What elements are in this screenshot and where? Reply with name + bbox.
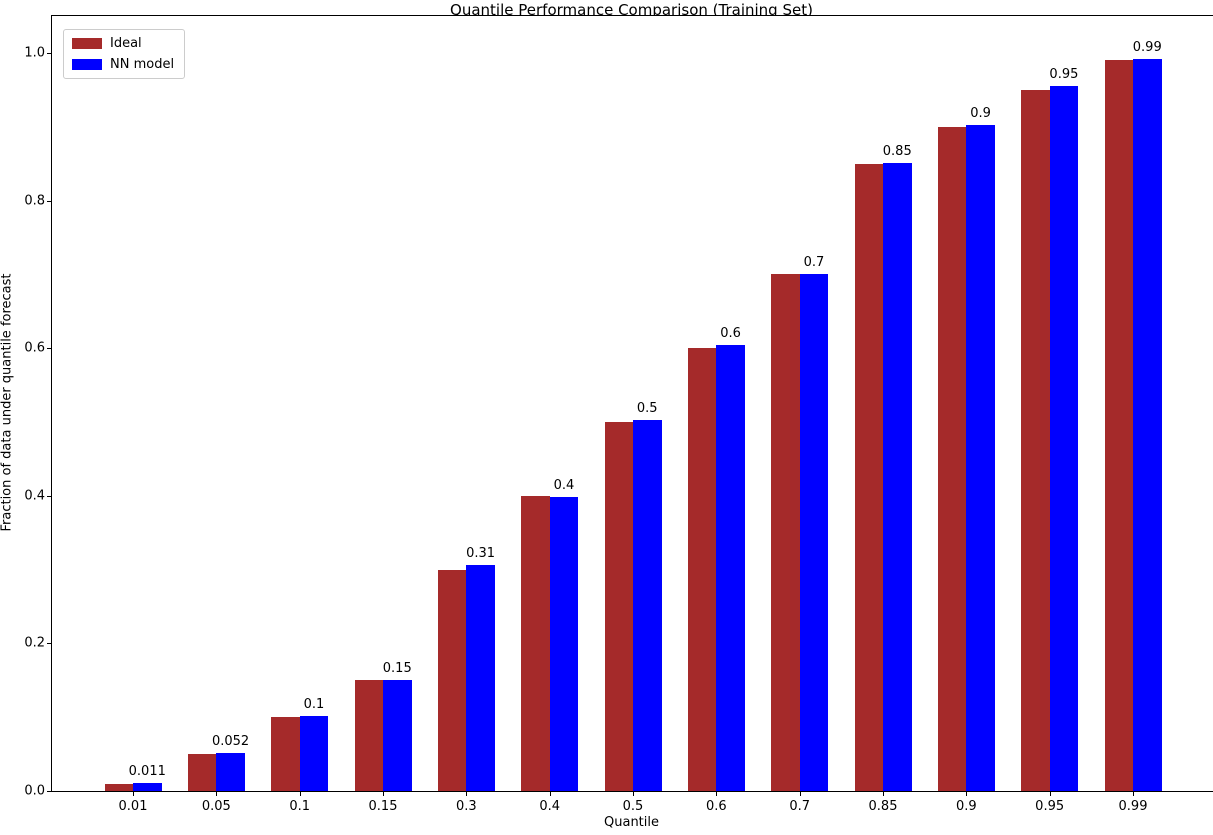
bar-value-label: 0.011	[128, 763, 166, 779]
y-tick-mark	[47, 52, 51, 54]
legend-item-nn-model: NN model	[72, 57, 174, 72]
y-tick-label: 0.0	[24, 783, 45, 799]
bar-value-label: 0.5	[636, 400, 658, 416]
bar-value-label: 0.6	[720, 326, 741, 342]
y-tick-label: 0.2	[24, 635, 45, 651]
y-tick-mark	[47, 495, 51, 497]
x-tick-label: 0.1	[289, 799, 310, 814]
x-tick-mark	[133, 792, 134, 796]
x-tick-label: 0.15	[368, 799, 398, 814]
legend-item-ideal: Ideal	[72, 36, 174, 51]
x-tick-mark	[633, 792, 634, 796]
x-tick-label: 0.4	[539, 799, 560, 814]
bar-ideal	[687, 348, 717, 791]
x-tick-label: 0.05	[201, 799, 231, 814]
y-tick-label: 0.4	[24, 488, 45, 504]
x-axis-label: Quantile	[604, 815, 659, 830]
x-tick-label: 0.9	[955, 799, 977, 814]
bar-value-label: 0.95	[1049, 67, 1079, 83]
bar-nn-model	[883, 162, 912, 791]
bar-nn-model	[966, 124, 995, 791]
legend-swatch-nn-model	[72, 59, 102, 70]
bar-nn-model	[383, 679, 412, 791]
x-tick-mark	[549, 792, 551, 796]
x-tick-mark	[966, 792, 968, 796]
y-tick-label: 1.0	[24, 45, 45, 61]
y-tick-mark	[47, 791, 51, 792]
x-tick-label: 0.01	[118, 799, 148, 814]
x-tick-mark	[466, 792, 468, 796]
bar-nn-model	[216, 752, 245, 791]
x-tick-mark	[883, 792, 884, 796]
x-tick-mark	[799, 792, 801, 796]
x-tick-mark	[299, 792, 301, 796]
bar-ideal	[771, 274, 800, 791]
x-tick-label: 0.7	[789, 799, 810, 814]
bar-value-label: 0.9	[970, 105, 991, 121]
bar-nn-model	[799, 274, 829, 791]
bar-ideal	[437, 569, 467, 791]
bar-value-label: 0.4	[553, 478, 575, 494]
bar-ideal	[1104, 60, 1133, 791]
bar-nn-model	[1049, 86, 1079, 791]
bar-ideal	[1021, 89, 1050, 791]
x-tick-mark	[1049, 792, 1051, 796]
bar-value-label: 0.15	[382, 660, 412, 676]
legend-label-nn-model: NN model	[110, 57, 175, 72]
bar-ideal	[104, 783, 133, 791]
legend-swatch-ideal	[72, 38, 102, 49]
bar-nn-model	[466, 565, 495, 791]
bar-nn-model	[133, 782, 162, 791]
y-tick-mark	[47, 643, 51, 645]
x-tick-label: 0.95	[1035, 799, 1065, 814]
x-tick-label: 0.3	[455, 799, 477, 814]
bar-nn-model	[299, 716, 329, 791]
bar-nn-model	[716, 345, 745, 791]
bar-ideal	[521, 495, 550, 791]
y-tick-mark	[47, 200, 51, 202]
bar-ideal	[271, 717, 300, 791]
legend: Ideal NN model	[63, 29, 186, 79]
bar-nn-model	[549, 497, 579, 791]
bar-nn-model	[633, 419, 662, 791]
y-tick-label: 0.6	[24, 340, 45, 356]
bar-ideal	[604, 421, 633, 791]
x-tick-mark	[383, 792, 384, 796]
y-tick-label: 0.8	[24, 193, 45, 209]
bar-value-label: 0.7	[803, 255, 825, 271]
y-axis-label: Fraction of data under quantile forecast	[0, 273, 15, 532]
bar-value-label: 0.31	[466, 546, 496, 562]
x-tick-mark	[716, 792, 718, 796]
bar-ideal	[187, 754, 217, 791]
legend-label-ideal: Ideal	[110, 36, 142, 51]
bar-ideal	[937, 126, 967, 791]
bar-value-label: 0.99	[1132, 39, 1162, 55]
x-tick-mark	[216, 792, 218, 796]
bar-ideal	[854, 163, 883, 791]
bar-value-label: 0.85	[882, 143, 912, 159]
x-tick-label: 0.6	[705, 799, 727, 814]
y-tick-mark	[47, 348, 51, 350]
bar-value-label: 0.1	[303, 697, 325, 713]
bar-nn-model	[1133, 58, 1162, 791]
bar-value-label: 0.052	[211, 733, 250, 749]
plot-area: Ideal NN model 0.011 0.052 0.1 0.15 0.31 0.4 0…	[24, 15, 1213, 814]
x-tick-label: 0.5	[622, 799, 644, 814]
x-tick-label: 0.85	[868, 799, 898, 814]
x-tick-label: 0.99	[1118, 799, 1148, 814]
x-tick-mark	[1133, 792, 1134, 796]
bar-ideal	[354, 680, 383, 791]
chart-title: Quantile Performance Comparison (Trainin…	[450, 1, 813, 19]
